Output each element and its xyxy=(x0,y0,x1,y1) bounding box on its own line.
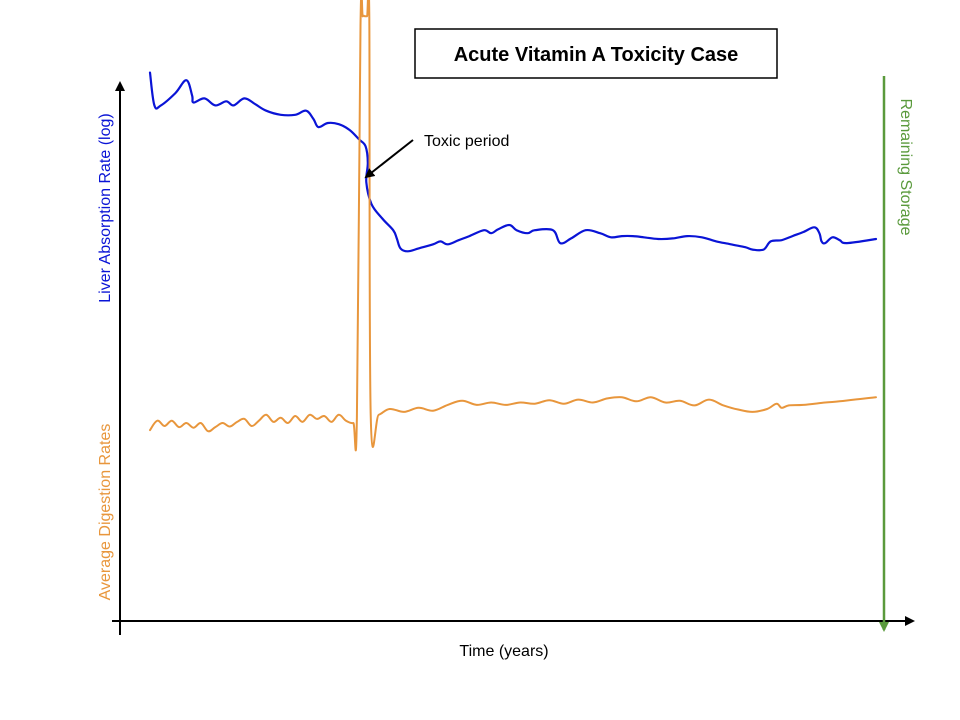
annotation-label: Toxic period xyxy=(424,133,509,150)
series-line-digestion xyxy=(149,0,877,452)
chart-title: Acute Vitamin A Toxicity Case xyxy=(454,44,739,66)
toxic-period-annotation: Toxic period xyxy=(364,133,509,179)
y-axis-label-storage: Remaining Storage xyxy=(897,99,914,236)
series-line-absorption xyxy=(148,71,878,253)
title-frame xyxy=(414,28,778,79)
y-axis-label-digestion: Average Digestion Rates xyxy=(97,424,114,601)
annotation-arrow xyxy=(364,139,414,179)
x-axis-label: Time (years) xyxy=(459,643,548,660)
chart-title-box: Acute Vitamin A Toxicity Case xyxy=(414,28,778,79)
y-axis-label-absorption: Liver Absorption Rate (log) xyxy=(97,113,114,302)
